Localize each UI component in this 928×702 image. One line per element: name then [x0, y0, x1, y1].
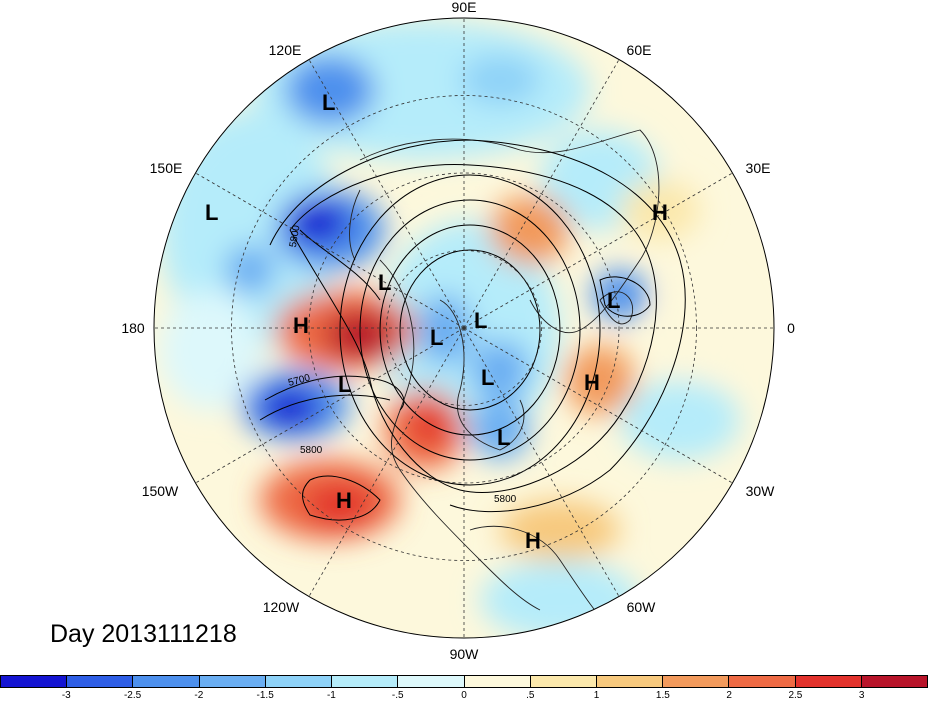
colorbar-tick-label: -3	[61, 690, 71, 701]
colorbar-swatch	[133, 676, 200, 687]
colorbar-tick-label: -2	[194, 690, 204, 701]
map-boundary	[153, 17, 775, 639]
pressure-centers: L L L L L L L L L H H H H H	[205, 90, 668, 553]
longitude-label: 30E	[746, 160, 771, 176]
colorbar-swatch	[795, 676, 862, 687]
colorbar-tick-label: 2	[726, 690, 732, 701]
colorbar-tick-label: 3	[858, 690, 865, 701]
high-center: H	[336, 488, 352, 513]
height-contours	[259, 139, 686, 521]
colorbar-tick-label: 0	[461, 690, 467, 701]
longitude-label: 60W	[627, 599, 657, 615]
longitude-label: 120E	[269, 42, 302, 58]
colorbar-tick-label: .5	[526, 690, 535, 701]
meridian-line	[308, 59, 465, 329]
latitude-circle	[308, 172, 620, 484]
low-center: L	[338, 372, 351, 397]
colorbar-swatch	[398, 676, 465, 687]
low-center: L	[378, 270, 391, 295]
latitude-circle	[386, 250, 542, 406]
low-center: L	[497, 425, 510, 450]
high-center: H	[525, 528, 541, 553]
day-title: Day 2013111218	[50, 620, 237, 648]
meridian-line	[463, 327, 733, 484]
contour-label: 5800	[288, 224, 303, 248]
colorbar-swatch	[464, 676, 531, 687]
colorbar-swatch	[265, 676, 333, 687]
low-center: L	[322, 90, 335, 115]
latitude-circle	[231, 95, 697, 561]
colorbar-swatch	[67, 676, 134, 687]
colorbar-swatch	[596, 676, 664, 687]
colorbar-swatch	[332, 676, 399, 687]
longitude-label: 0	[787, 320, 795, 336]
longitude-label: 120W	[263, 599, 300, 615]
colorbar-swatch	[663, 676, 730, 687]
meridian-line	[308, 327, 465, 597]
meridian-line	[463, 327, 620, 597]
meridian-line	[195, 327, 465, 484]
meridian-line	[463, 172, 733, 329]
anomaly-field	[154, 18, 774, 638]
longitude-label: 150E	[150, 160, 183, 176]
contour-label: 5800	[494, 494, 517, 505]
longitude-labels: 90E 60E 30E 0 30W 60W 90W 120W 150W 180 …	[121, 0, 795, 662]
low-center: L	[481, 365, 494, 390]
high-center: H	[584, 370, 600, 395]
colorbar-tick-label: -1.5	[256, 690, 274, 701]
colorbar-tick-label: -2.5	[123, 690, 142, 701]
low-center: L	[205, 200, 218, 225]
colorbar-tick-label: -.5	[391, 690, 404, 701]
colorbar-swatch	[1, 676, 68, 687]
contour-label: 5800	[300, 445, 323, 456]
longitude-label: 60E	[627, 42, 652, 58]
colorbar-swatch	[199, 676, 266, 687]
graticule	[154, 18, 774, 638]
colorbar-tick-label: 1	[593, 690, 600, 701]
longitude-label: 150W	[142, 483, 179, 499]
longitude-label: 90W	[450, 646, 480, 662]
polar-map: 5800 5700 5800 5800 L L L L L L L L L H …	[121, 0, 795, 662]
colorbar-tick-label: -1	[326, 690, 336, 701]
meridian-line	[195, 172, 465, 329]
longitude-label: 180	[121, 320, 145, 336]
longitude-label: 30W	[746, 483, 776, 499]
colorbar: -3 -2.5 -2 -1.5 -1 -.5 0 .5 1 1.5 2 2.5 3	[0, 675, 928, 702]
high-center: H	[652, 200, 668, 225]
meridian-line	[463, 59, 620, 329]
colorbar-swatch	[530, 676, 597, 687]
low-center: L	[430, 325, 443, 350]
colorbar-tick-label: 2.5	[788, 690, 803, 701]
colorbar-tick-label: 1.5	[655, 690, 670, 701]
colorbar-swatch	[729, 676, 796, 687]
colorbar-boxes	[0, 675, 928, 688]
colorbar-swatch	[861, 676, 928, 687]
low-center: L	[607, 288, 620, 313]
high-center: H	[293, 313, 309, 338]
low-center: L	[474, 308, 487, 333]
longitude-label: 90E	[452, 0, 477, 15]
